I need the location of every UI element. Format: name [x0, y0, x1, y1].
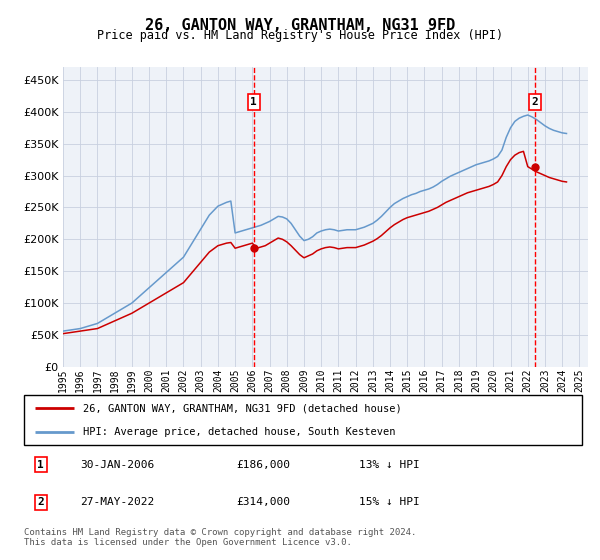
- Text: HPI: Average price, detached house, South Kesteven: HPI: Average price, detached house, Sout…: [83, 427, 395, 437]
- Text: 13% ↓ HPI: 13% ↓ HPI: [359, 460, 419, 470]
- Text: £186,000: £186,000: [236, 460, 290, 470]
- Text: Price paid vs. HM Land Registry's House Price Index (HPI): Price paid vs. HM Land Registry's House …: [97, 29, 503, 42]
- Text: 26, GANTON WAY, GRANTHAM, NG31 9FD: 26, GANTON WAY, GRANTHAM, NG31 9FD: [145, 18, 455, 33]
- Text: 15% ↓ HPI: 15% ↓ HPI: [359, 497, 419, 507]
- FancyBboxPatch shape: [24, 395, 582, 445]
- Text: Contains HM Land Registry data © Crown copyright and database right 2024.
This d: Contains HM Land Registry data © Crown c…: [24, 528, 416, 547]
- Text: 1: 1: [37, 460, 44, 470]
- Text: 26, GANTON WAY, GRANTHAM, NG31 9FD (detached house): 26, GANTON WAY, GRANTHAM, NG31 9FD (deta…: [83, 403, 401, 413]
- Text: 27-MAY-2022: 27-MAY-2022: [80, 497, 154, 507]
- Text: 30-JAN-2006: 30-JAN-2006: [80, 460, 154, 470]
- Text: 2: 2: [532, 97, 538, 108]
- Text: 1: 1: [250, 97, 257, 108]
- Text: £314,000: £314,000: [236, 497, 290, 507]
- Text: 2: 2: [37, 497, 44, 507]
